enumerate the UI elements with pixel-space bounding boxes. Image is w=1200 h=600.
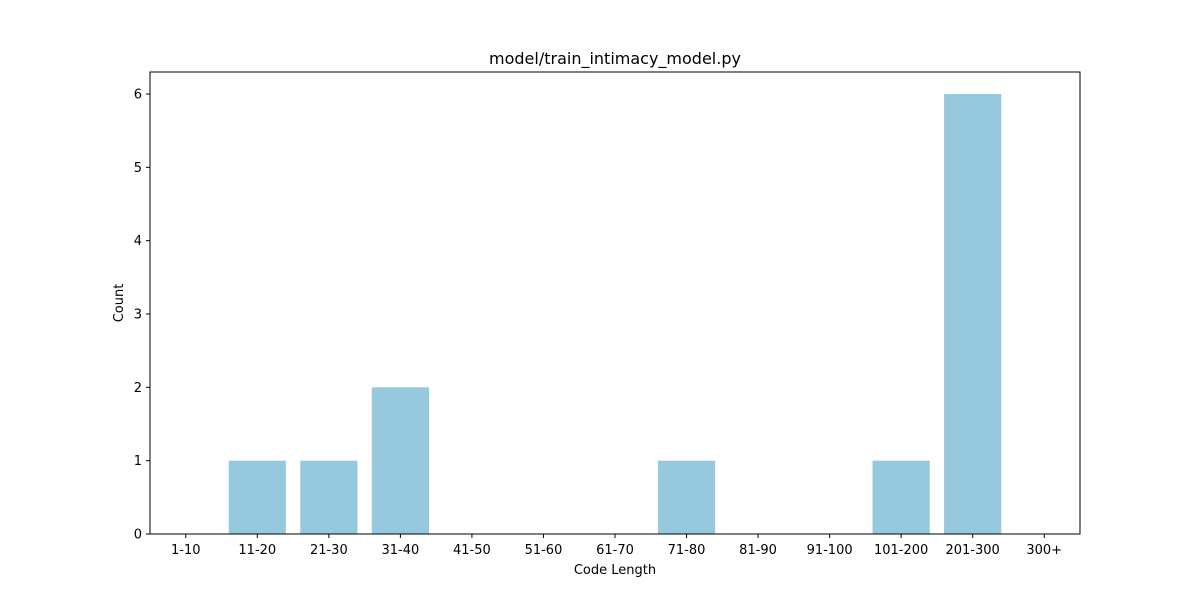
x-axis: 1-10 11-20 21-30 31-40 41-50 51-60 61-70 71-80 8…: [171, 534, 1062, 558]
y-axis-label: Count: [112, 284, 127, 323]
y-tick-label: 2: [134, 381, 142, 396]
bar-201-300: [944, 94, 1002, 534]
x-tick-label: 71-80: [668, 543, 706, 558]
y-tick-label: 0: [134, 528, 142, 543]
bars-group: [228, 94, 1002, 534]
x-tick-label: 81-90: [739, 543, 777, 558]
bar-31-40: [371, 387, 429, 534]
y-tick-label: 6: [134, 88, 142, 103]
x-tick-label: 21-30: [310, 543, 348, 558]
y-tick-label: 4: [134, 234, 142, 249]
x-axis-label: Code Length: [574, 563, 656, 578]
x-tick-label: 61-70: [596, 543, 634, 558]
bar-21-30: [300, 460, 358, 534]
bar-101-200: [872, 460, 930, 534]
x-tick-label: 1-10: [171, 543, 201, 558]
x-tick-label: 11-20: [238, 543, 276, 558]
y-tick-label: 1: [134, 454, 142, 469]
bar-71-80: [657, 460, 716, 534]
x-tick-label: 51-60: [525, 543, 563, 558]
chart-title: model/train_intimacy_model.py: [489, 49, 741, 69]
y-tick-label: 5: [134, 161, 142, 176]
x-tick-label: 41-50: [453, 543, 491, 558]
bar-11-20: [228, 460, 286, 534]
x-tick-label: 91-100: [807, 543, 853, 558]
y-axis: 0 1 2 3 4 5 6: [134, 88, 150, 543]
x-tick-label: 201-300: [946, 543, 1000, 558]
x-tick-label: 101-200: [874, 543, 928, 558]
x-tick-label: 31-40: [381, 543, 419, 558]
y-tick-label: 3: [134, 308, 142, 323]
x-tick-label: 300+: [1026, 543, 1062, 558]
